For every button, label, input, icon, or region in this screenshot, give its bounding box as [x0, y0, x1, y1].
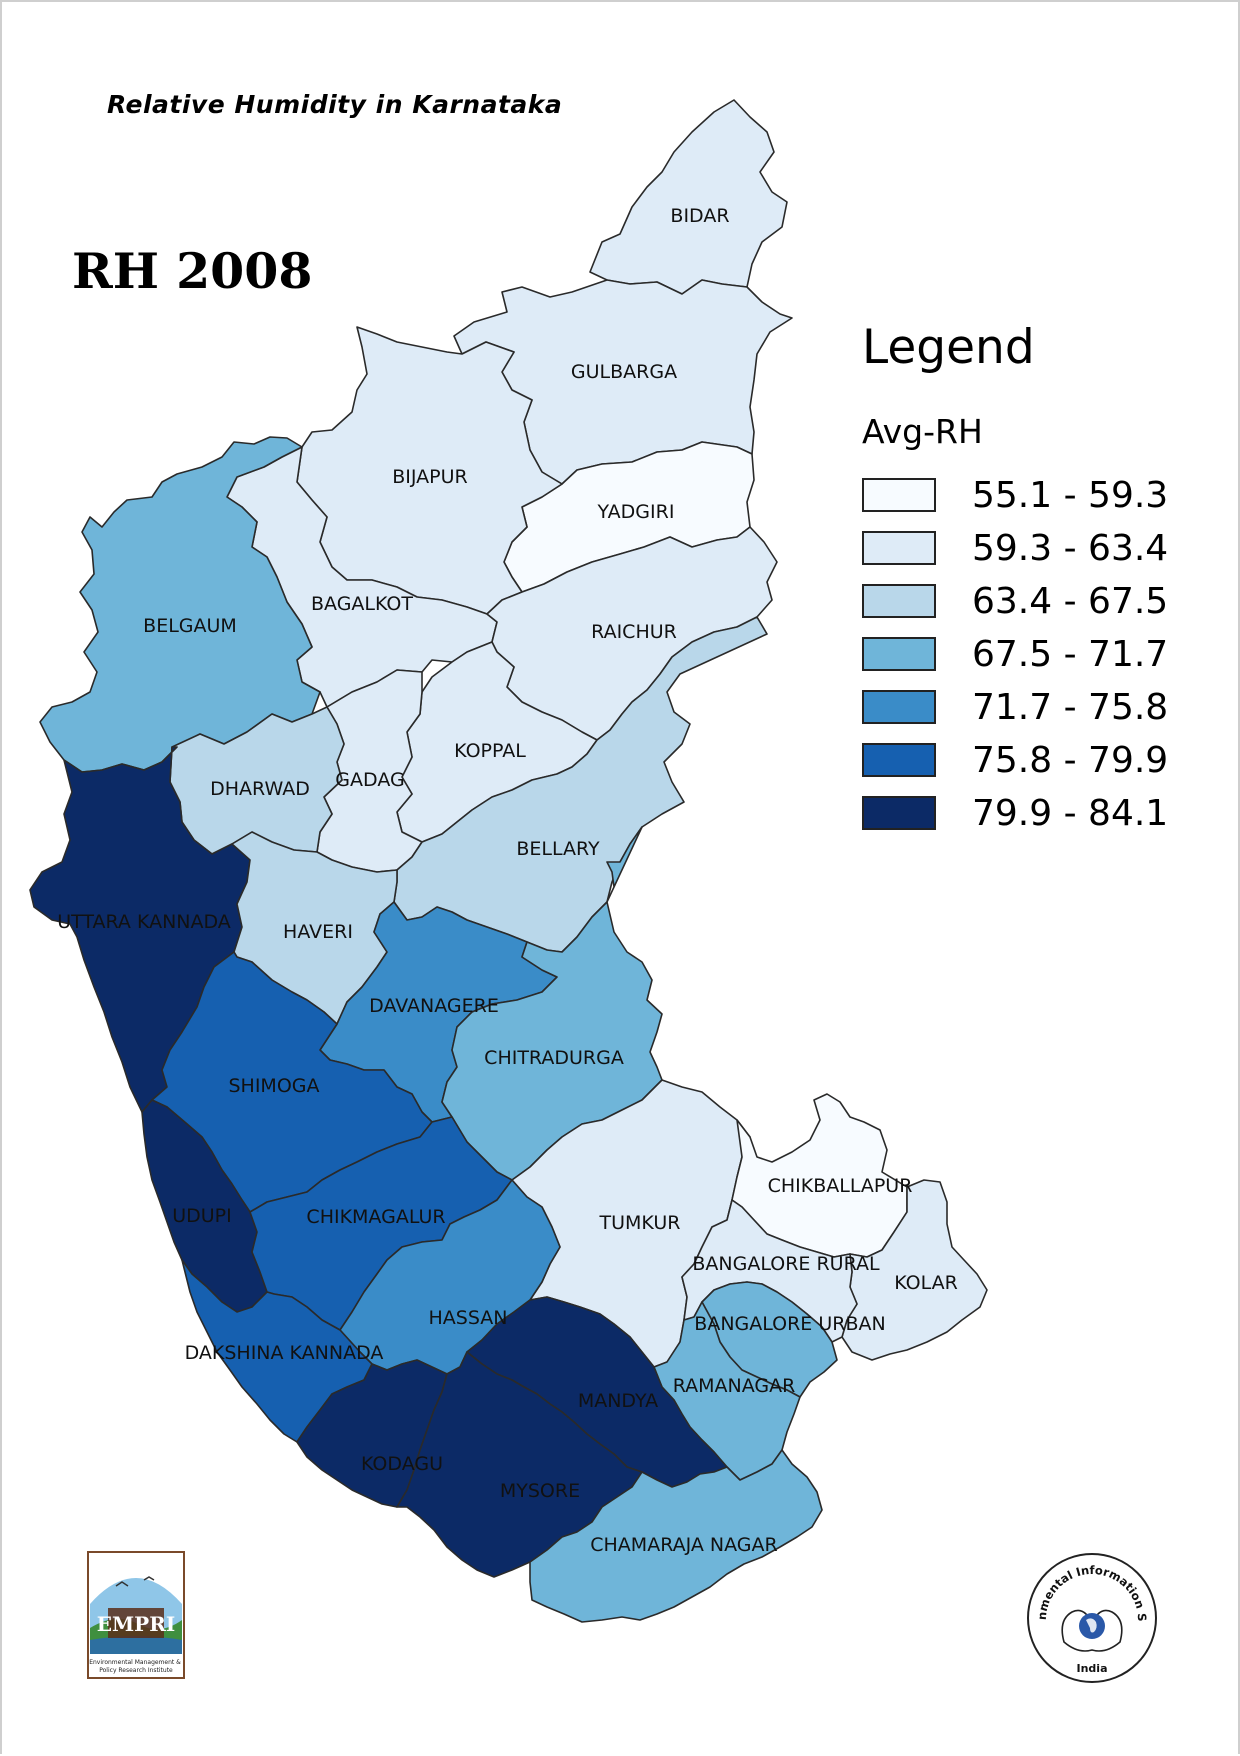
label-gulbarga: GULBARGA — [571, 361, 677, 383]
legend-swatch — [862, 690, 936, 724]
label-haveri: HAVERI — [283, 921, 353, 943]
label-uttara-kannada: UTTARA KANNADA — [57, 911, 231, 933]
label-bagalkot: BAGALKOT — [311, 593, 413, 615]
label-dakshina-kannada: DAKSHINA KANNADA — [185, 1342, 384, 1364]
legend-label: 55.1 - 59.3 — [972, 475, 1169, 516]
label-chitradurga: CHITRADURGA — [484, 1047, 624, 1069]
map-title: RH 2008 — [72, 242, 313, 300]
empri-logo: EMPRI Environmental Management & Policy … — [87, 1551, 185, 1679]
label-belgaum: BELGAUM — [143, 615, 237, 637]
bird-icon — [115, 1576, 155, 1587]
district-kolar[interactable] — [841, 1179, 988, 1361]
label-udupi: UDUPI — [172, 1205, 232, 1227]
legend-label: 67.5 - 71.7 — [972, 634, 1169, 675]
legend-item: 71.7 - 75.8 — [862, 687, 1202, 728]
label-chikballapur: CHIKBALLAPUR — [768, 1175, 913, 1197]
label-chikmagalur: CHIKMAGALUR — [306, 1206, 445, 1228]
eis-logo: Environmental Information System India — [1024, 1550, 1157, 1683]
legend-item: 59.3 - 63.4 — [862, 528, 1202, 569]
label-bellary: BELLARY — [516, 838, 600, 860]
label-davanagere: DAVANAGERE — [369, 995, 499, 1017]
label-ramanagar: RAMANAGAR — [673, 1375, 796, 1397]
legend-item: 79.9 - 84.1 — [862, 793, 1202, 834]
legend-label: 59.3 - 63.4 — [972, 528, 1169, 569]
empri-logo-caption: Environmental Management & Policy Resear… — [89, 1659, 183, 1674]
label-mysore: MYSORE — [500, 1480, 580, 1502]
label-kolar: KOLAR — [894, 1272, 958, 1294]
legend-label: 63.4 - 67.5 — [972, 581, 1169, 622]
legend-swatch — [862, 743, 936, 777]
label-kodagu: KODAGU — [361, 1453, 443, 1475]
empri-caption-line-1: Environmental Management & — [89, 1659, 181, 1666]
label-bidar: BIDAR — [670, 205, 729, 227]
label-hassan: HASSAN — [429, 1307, 508, 1329]
label-koppal: KOPPAL — [454, 740, 526, 762]
label-gadag: GADAG — [335, 769, 404, 791]
district-chamaraja-nagar[interactable] — [529, 1449, 823, 1623]
legend-swatch — [862, 637, 936, 671]
map-subtitle: Relative Humidity in Karnataka — [107, 90, 563, 119]
legend-label: 79.9 - 84.1 — [972, 793, 1169, 834]
legend-swatch — [862, 531, 936, 565]
legend-swatch — [862, 796, 936, 830]
label-bangalore-urban: BANGALORE URBAN — [694, 1313, 885, 1335]
empri-logo-letters: EMPRI — [97, 1612, 175, 1636]
district-bidar[interactable] — [589, 99, 788, 295]
label-mandya: MANDYA — [578, 1390, 658, 1412]
legend-item: 55.1 - 59.3 — [862, 475, 1202, 516]
eis-logo-caption: India — [1077, 1662, 1108, 1675]
label-yadgiri: YADGIRI — [597, 501, 675, 523]
label-bijapur: BIJAPUR — [392, 466, 467, 488]
label-bangalore-rural: BANGALORE RURAL — [692, 1253, 880, 1275]
label-dharwad: DHARWAD — [210, 778, 310, 800]
label-raichur: RAICHUR — [591, 621, 677, 643]
legend-label: 71.7 - 75.8 — [972, 687, 1169, 728]
legend-item: 75.8 - 79.9 — [862, 740, 1202, 781]
legend-item: 67.5 - 71.7 — [862, 634, 1202, 675]
hands-icon — [1061, 1609, 1123, 1652]
label-chamaraja-nagar: CHAMARAJA NAGAR — [590, 1534, 777, 1556]
label-tumkur: TUMKUR — [599, 1212, 681, 1234]
legend-swatch — [862, 584, 936, 618]
legend-title: Legend — [862, 320, 1035, 375]
india-map-icon — [1086, 1618, 1097, 1633]
empri-logo-water — [90, 1636, 182, 1654]
empri-logo-letters-plate — [108, 1608, 164, 1638]
legend-item: 63.4 - 67.5 — [862, 581, 1202, 622]
empri-caption-line-2: Policy Research Institute — [99, 1667, 173, 1674]
empri-logo-caption-plate — [90, 1654, 182, 1676]
legend-label: 75.8 - 79.9 — [972, 740, 1169, 781]
legend-field-name: Avg-RH — [862, 412, 983, 451]
label-shimoga: SHIMOGA — [228, 1075, 319, 1097]
legend-swatch — [862, 478, 936, 512]
